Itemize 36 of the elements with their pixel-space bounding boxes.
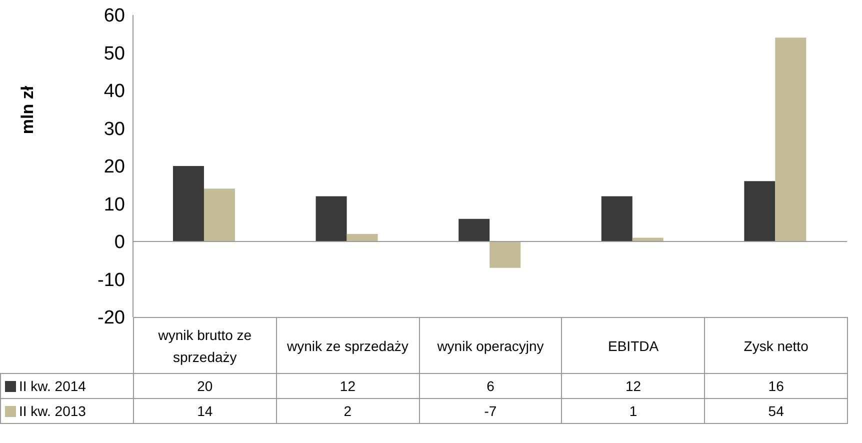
y-tick-label: 40: [104, 81, 125, 102]
data-label: 2: [276, 398, 420, 424]
y-axis-title: mln zł: [18, 86, 38, 134]
bar: [458, 218, 490, 242]
y-tick-label: 10: [104, 194, 125, 216]
y-tick-label: 0: [114, 232, 125, 254]
x-tick-label: wynik brutto ze sprzedaży: [134, 318, 276, 374]
bar: [346, 234, 378, 242]
data-label: 54: [704, 398, 848, 424]
legend-label: II kw. 2013: [18, 403, 86, 419]
data-label: 1: [562, 398, 705, 424]
bar: [172, 166, 204, 242]
x-tick-label: wynik operacyjny: [419, 318, 562, 374]
y-tick-label: -20: [98, 308, 125, 329]
data-label: 12: [562, 374, 705, 398]
bar: [490, 242, 521, 268]
y-tick-label: 50: [104, 43, 125, 64]
data-label: 20: [134, 374, 276, 398]
data-label: 6: [419, 374, 562, 398]
y-tick-label: 20: [104, 156, 125, 178]
bar: [601, 196, 632, 242]
y-tick-label: 60: [104, 6, 125, 27]
data-label: -7: [419, 398, 562, 424]
data-label: 12: [276, 374, 420, 398]
data-label: 14: [134, 398, 276, 424]
x-tick-label: wynik ze sprzedaży: [276, 318, 420, 374]
x-tick-label: Zysk netto: [704, 318, 848, 374]
data-label: 16: [704, 374, 848, 398]
y-tick-label: -10: [98, 270, 125, 291]
legend-label: II kw. 2014: [18, 378, 86, 394]
bar: [775, 38, 806, 242]
bar: [744, 181, 776, 242]
bar: [316, 196, 347, 242]
bar: [204, 188, 235, 242]
y-tick-label: 30: [104, 118, 125, 140]
x-tick-label: EBITDA: [562, 318, 705, 374]
